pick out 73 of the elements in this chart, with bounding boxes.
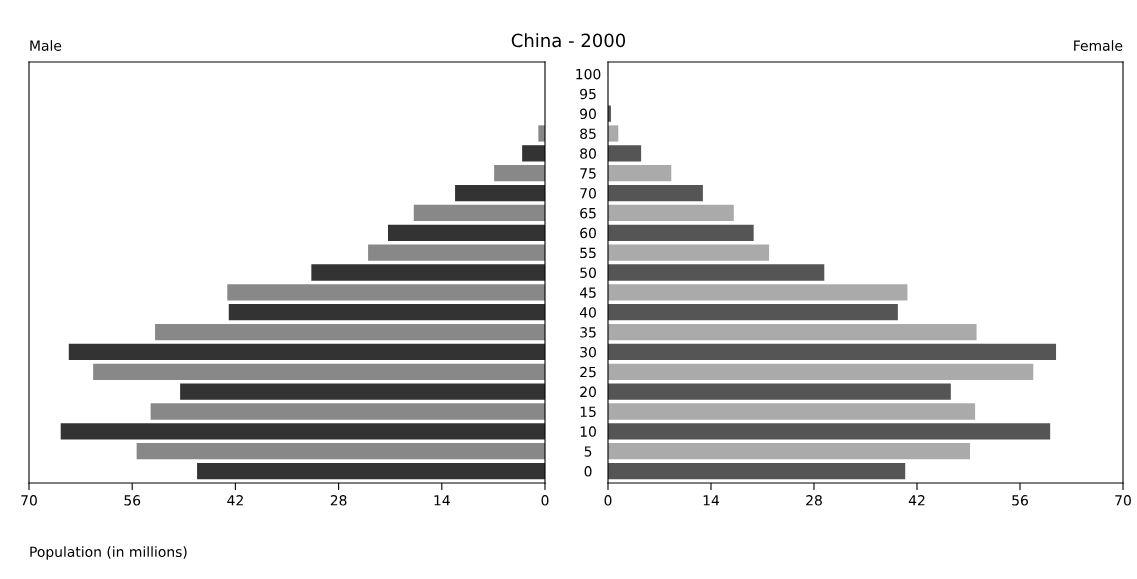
bar xyxy=(494,165,545,182)
y-tick-label: 40 xyxy=(579,307,596,318)
bar xyxy=(60,423,545,440)
bar xyxy=(311,264,545,281)
y-tick-label: 35 xyxy=(580,327,596,338)
bar xyxy=(608,363,1034,380)
x-tick-label: 42 xyxy=(227,495,243,506)
y-tick-label: 0 xyxy=(584,466,592,477)
bar xyxy=(608,145,642,162)
x-tick-label: 42 xyxy=(908,495,925,506)
bar xyxy=(413,204,545,222)
bar xyxy=(608,264,825,281)
bar xyxy=(180,383,545,400)
x-tick-label: 70 xyxy=(21,495,37,506)
y-tick-label: 10 xyxy=(580,426,596,437)
y-tick-label: 15 xyxy=(580,406,596,417)
y-tick-label: 90 xyxy=(580,108,596,120)
y-tick-label: 55 xyxy=(580,247,596,259)
bar xyxy=(387,224,545,241)
text: Male xyxy=(30,40,62,51)
bar xyxy=(608,443,970,460)
y-tick-label: 95 xyxy=(580,88,596,100)
bar xyxy=(608,244,770,261)
chart-title: China - 2000 xyxy=(511,33,626,48)
bar xyxy=(608,343,1057,361)
bar xyxy=(155,323,545,341)
y-tick-label: 60 xyxy=(580,227,596,239)
y-tick-label: 65 xyxy=(580,207,596,219)
bar xyxy=(608,304,898,321)
x-tick-label: 28 xyxy=(330,495,347,506)
bar xyxy=(150,403,545,420)
bar xyxy=(93,363,545,380)
x-tick-label: 70 xyxy=(1115,495,1131,506)
bar xyxy=(228,304,545,321)
y-tick-label: 80 xyxy=(580,148,596,159)
bar xyxy=(608,383,951,400)
bar xyxy=(227,284,545,301)
bar xyxy=(136,443,545,460)
y-tick-label: 85 xyxy=(580,128,596,139)
y-tick-label: 100 xyxy=(576,68,601,80)
x-tick-label: 14 xyxy=(434,495,450,506)
y-tick-label: 70 xyxy=(580,188,596,199)
y-tick-label: 75 xyxy=(580,168,596,179)
x-tick-label: 28 xyxy=(806,495,822,506)
x-tick-label: 0 xyxy=(604,495,612,506)
bar xyxy=(455,184,545,202)
x-tick-label: 56 xyxy=(1012,495,1028,506)
x-axis-title: Population (in millions) xyxy=(30,546,187,560)
bar xyxy=(68,343,545,361)
bar xyxy=(608,323,977,341)
bar xyxy=(608,204,734,222)
text: Female xyxy=(1074,40,1123,51)
y-tick-label: 25 xyxy=(580,366,596,378)
y-tick-label: 20 xyxy=(580,386,596,398)
bar xyxy=(608,403,976,420)
bar xyxy=(522,145,545,162)
bar xyxy=(538,125,545,142)
y-tick-label: 5 xyxy=(584,446,592,457)
bar xyxy=(608,184,703,202)
y-tick-label: 30 xyxy=(580,346,596,358)
bar xyxy=(197,462,545,480)
x-tick-label: 14 xyxy=(703,495,720,506)
bar xyxy=(608,284,908,301)
bar xyxy=(608,165,672,182)
bar xyxy=(608,462,906,480)
bar xyxy=(608,125,619,142)
x-tick-label: 0 xyxy=(541,495,549,506)
bar xyxy=(368,244,545,261)
bar xyxy=(608,423,1051,440)
y-tick-label: 50 xyxy=(580,267,596,278)
x-tick-label: 56 xyxy=(124,495,141,506)
y-tick-label: 45 xyxy=(579,287,596,298)
bar xyxy=(608,224,754,241)
